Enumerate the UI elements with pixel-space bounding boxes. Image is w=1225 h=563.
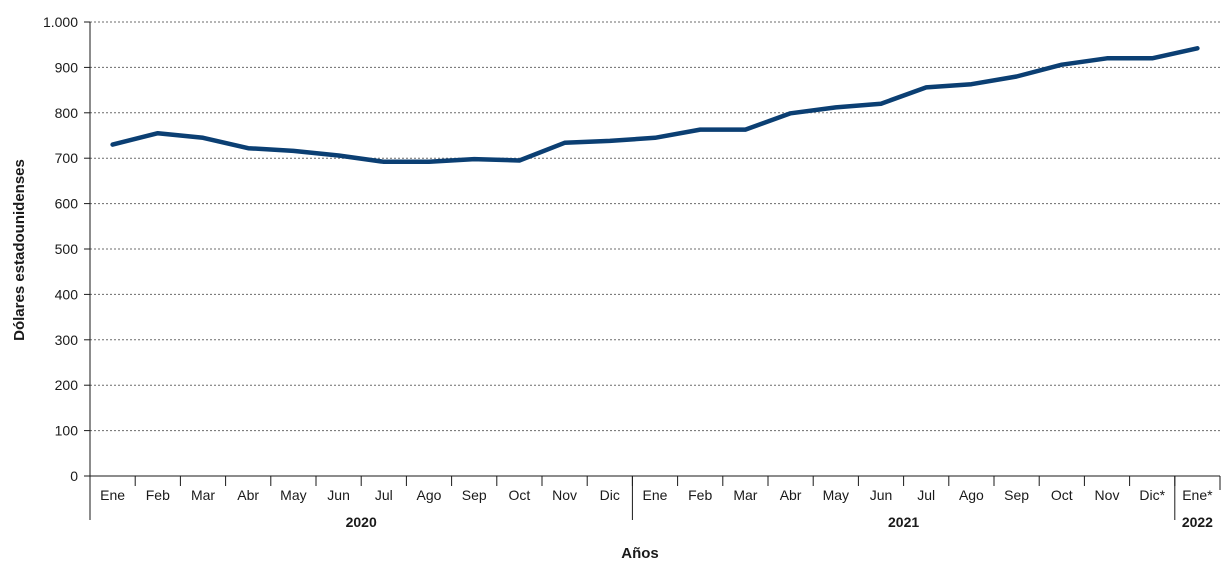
series-line [110,46,1200,165]
x-tick-label: Sep [1004,487,1029,503]
x-tick-label: Feb [146,487,170,503]
x-tick-label: Dic* [1139,487,1165,503]
x-axis-label: Años [621,545,659,562]
x-tick-label: Oct [1051,487,1073,503]
y-axis-label: Dólares estadounidenses [11,159,28,341]
x-tick-label: Jul [375,487,393,503]
x-tick-label: Dic [600,487,620,503]
y-tick-label: 100 [55,423,79,439]
x-tick-label: Sep [462,487,487,503]
x-tick-label: Abr [780,487,802,503]
y-tick-label: 900 [55,59,79,75]
y-tick-label: 300 [55,332,79,348]
y-tick-label: 800 [55,105,79,121]
y-tick-label: 600 [55,196,79,212]
x-tick-label: Abr [237,487,259,503]
x-tick-label: Nov [552,487,577,503]
x-tick-label: Nov [1095,487,1120,503]
y-tick-label: 200 [55,377,79,393]
x-tick-label: Jun [870,487,893,503]
x-tick-label: Mar [191,487,215,503]
year-label: 2021 [888,514,919,530]
x-tick-label: Ene [643,487,668,503]
year-label: 2022 [1182,514,1213,530]
year-label: 2020 [346,514,377,530]
x-tick-label: Ene* [1182,487,1213,503]
y-tick-label: 1.000 [43,14,78,30]
series-lines [110,46,1200,165]
x-tick-label: Feb [688,487,712,503]
y-tick-label: 700 [55,150,79,166]
axes [84,21,1221,520]
y-tick-label: 500 [55,241,79,257]
year-labels: 2020 2021 2022 [346,514,1214,530]
y-tick-labels: 0 100 200 300 400 500 600 700 800 900 1.000 [43,14,78,484]
x-tick-labels: Ene Feb Mar Abr May Jun Jul Ago Sep Oct Nov Dic Ene F… [100,487,1213,503]
x-tick-label: Jul [917,487,935,503]
x-tick-label: Oct [509,487,531,503]
x-tick-label: Mar [733,487,757,503]
gridlines [90,21,1220,432]
x-tick-label: Ago [417,487,442,503]
x-tick-label: Ene [100,487,125,503]
x-tick-label: Ago [959,487,984,503]
x-tick-label: May [280,487,306,503]
x-tick-label: May [823,487,849,503]
y-tick-label: 0 [70,468,78,484]
y-tick-label: 400 [55,286,79,302]
x-tick-label: Jun [327,487,350,503]
